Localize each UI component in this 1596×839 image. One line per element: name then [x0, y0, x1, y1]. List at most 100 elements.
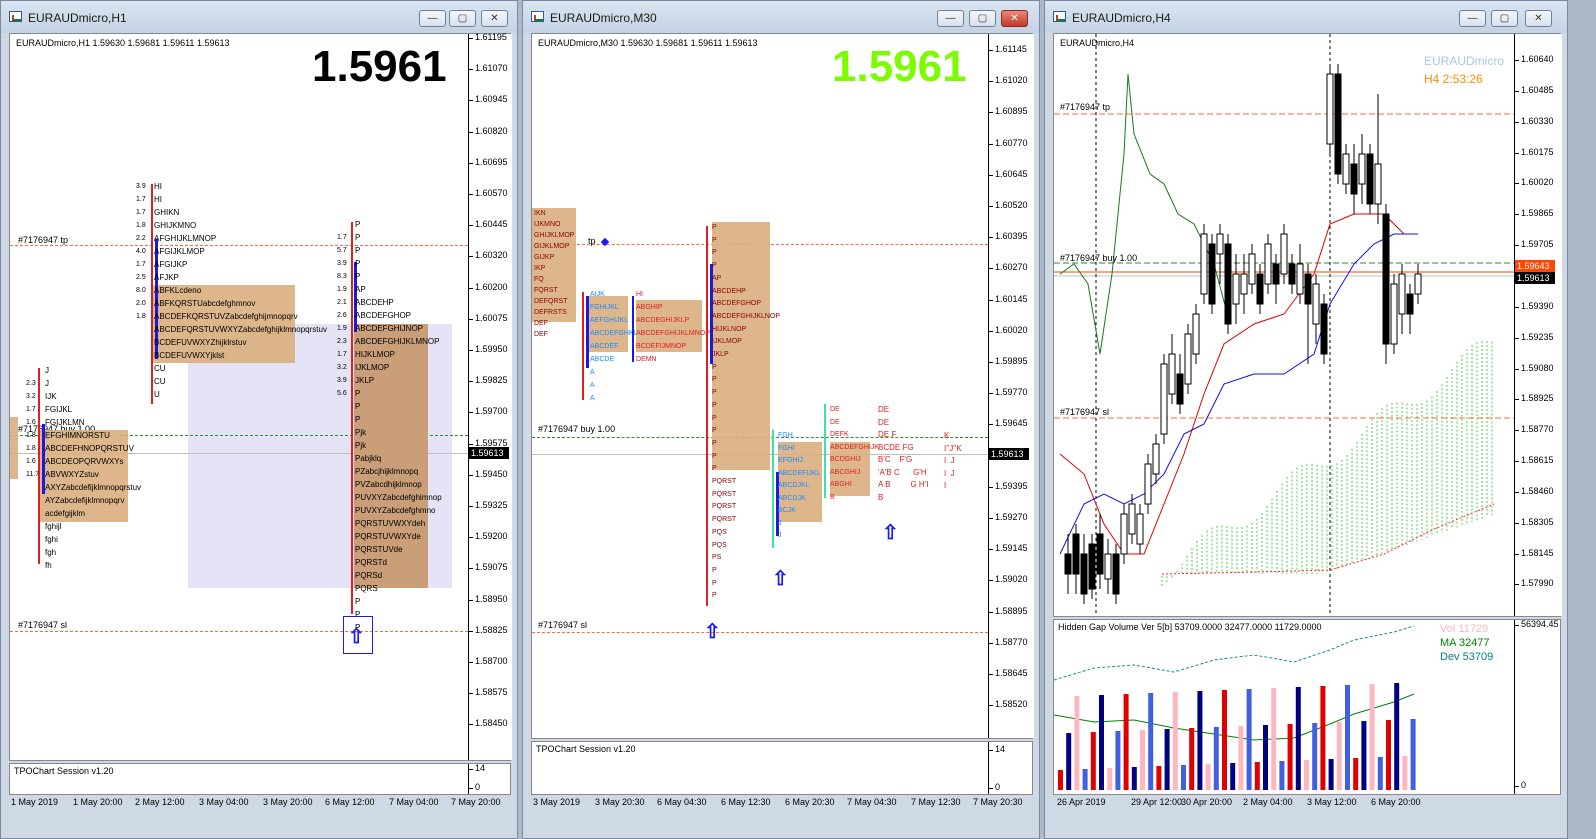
tpo-row: GHIJKMNO	[154, 221, 197, 230]
tpo-row: fh	[45, 561, 52, 570]
time-tick: 2 May 04:00	[1243, 797, 1293, 807]
minimize-button[interactable]: —	[1459, 10, 1486, 27]
tpo-profile-mid: HI HI GHIKN GHIJKMNO AFGHIJKLMNOP AFGIJKLMOP A…	[154, 180, 327, 401]
sl-line[interactable]	[10, 631, 468, 632]
tpo-session-subwindow[interactable]: TPOChart Session v1.20 14 0	[531, 741, 1033, 795]
tpo-row: 1.6	[26, 458, 36, 465]
tpo-row: 2.5	[136, 274, 146, 281]
close-button[interactable]: ✕	[1525, 10, 1552, 27]
volume-subwindow[interactable]: Hidden Gap Volume Ver 5[b] 53709.0000 32…	[1053, 619, 1561, 795]
selection-rect[interactable]	[343, 616, 373, 654]
price-tick: 1.61020	[989, 75, 1028, 86]
volume-bar	[1361, 721, 1367, 790]
chart-window-m30[interactable]: EURAUDmicro,M30 — ▢ ✕ EURAUDmicro,M30 1.…	[522, 0, 1040, 839]
price-tick: 1.60020	[989, 324, 1028, 335]
time-tick: 3 May 2019	[533, 797, 581, 807]
price-tick: 1.60770	[989, 137, 1028, 148]
maximize-button[interactable]: ▢	[969, 10, 996, 27]
volume-bar	[1238, 726, 1244, 790]
tpo-row: J	[778, 532, 782, 539]
tpo-row: DEF	[534, 331, 548, 338]
tpo-row: AFGHIJKLMNOP	[154, 234, 217, 243]
tpo-numbers-mid: 3.9 1.7 1.7 1.8 2.2 4.0 1.7 2.5 8.0 2.0 1.8	[136, 180, 146, 323]
time-axis[interactable]: 26 Apr 2019 29 Apr 12:00 30 Apr 20:00 2 May…	[1053, 797, 1561, 809]
volume-bar	[1222, 690, 1227, 790]
candle-body	[1192, 313, 1200, 355]
tpo-va-bar	[354, 262, 357, 332]
price-axis[interactable]: 1.60640 1.60485 1.60330 1.60175 1.60020 1.598…	[1514, 34, 1562, 616]
tpo-row: P	[355, 610, 361, 619]
indicator-label: TPOChart Session v1.20	[14, 766, 114, 776]
bid-line	[10, 453, 468, 454]
volume-bar	[1213, 727, 1219, 790]
price-tick: 1.59575	[469, 437, 508, 448]
tpo-row: 3.9	[337, 377, 347, 384]
up-arrow-icon: ⇧	[882, 522, 899, 544]
price-chart[interactable]: EURAUDmicro,H1 1.59630 1.59681 1.59611 1…	[9, 32, 512, 761]
sl-label: #7176947 sl	[1060, 407, 1110, 417]
tpo-row: CU	[154, 377, 166, 386]
buy-line[interactable]	[10, 435, 468, 436]
volume-bar	[1345, 685, 1350, 790]
tpo-row: EFGHIMNORSTU	[45, 431, 110, 440]
maximize-button[interactable]: ▢	[1491, 10, 1518, 27]
tpo-row: ABCDEFKQRSTUVZabcdefghijmnopqrv	[154, 312, 298, 321]
price-axis[interactable]: 1.61145 1.61020 1.60895 1.60770 1.60645 1.605…	[988, 34, 1034, 738]
time-tick: 6 May 12:00	[325, 797, 375, 807]
maximize-button[interactable]: ▢	[449, 10, 476, 27]
price-tick: 1.60570	[469, 188, 508, 198]
tp-line[interactable]	[10, 245, 468, 246]
tpo-row: BCDEFIJMNOP	[636, 343, 687, 350]
price-chart[interactable]: EURAUDmicro,H4 EURAUDmicro H4 2:53:26 #7…	[1053, 33, 1562, 617]
tpo-row: J	[45, 366, 49, 375]
sl-line[interactable]	[532, 632, 988, 633]
chart-window-h1[interactable]: EURAUDmicro,H1 — ▢ ✕ EURAUDmicro,H1 1.59…	[0, 0, 518, 839]
tpo-row: ABCDEFGHKL	[590, 330, 638, 337]
close-button[interactable]: ✕	[1001, 10, 1028, 27]
tpo-profile: HI ABGHIP ABCDEGHIJKLP ABCDEFGHIJKLMNOP BCDE…	[636, 288, 710, 366]
tpo-row: ABCDEHP	[712, 287, 746, 295]
candle-body	[1366, 153, 1374, 205]
time-axis[interactable]: 3 May 2019 3 May 20:30 6 May 04:30 6 May 12…	[531, 797, 1033, 809]
minimize-button[interactable]: —	[937, 10, 964, 27]
volume-bar	[1131, 767, 1137, 790]
title-bar[interactable]: EURAUDmicro,H4 — ▢ ✕	[1045, 1, 1567, 33]
tpo-row: I J	[944, 468, 955, 478]
time-axis[interactable]: 1 May 2019 1 May 20:00 2 May 12:00 3 May 04…	[9, 797, 511, 809]
volume-bar	[1107, 768, 1113, 790]
price-chart[interactable]: EURAUDmicro,M30 1.59630 1.59681 1.59611 …	[531, 33, 1034, 739]
tpo-row: DEFQRST	[534, 298, 568, 305]
tpo-row: ABCDEF	[590, 343, 619, 350]
tpo-row: 1.7	[26, 406, 36, 413]
tpo-profile: K I''J''K I J I J I	[944, 430, 962, 493]
tpo-value-box	[712, 222, 770, 470]
price-tick: 1.58450	[469, 718, 508, 729]
chart-window-icon	[531, 11, 544, 22]
legend-entry: Dev 53709	[1440, 651, 1494, 663]
tpo-row: FGIJKLMN	[45, 418, 85, 427]
title-bar[interactable]: EURAUDmicro,M30 — ▢ ✕	[523, 1, 1039, 33]
tpo-row: 1.7	[136, 209, 146, 216]
candle-body	[1184, 333, 1192, 385]
minimize-button[interactable]: —	[419, 10, 446, 27]
candlestick-plot[interactable]	[1054, 34, 1516, 616]
candle-body	[1144, 463, 1152, 505]
tp-label: tp	[588, 236, 596, 246]
close-button[interactable]: ✕	[481, 10, 508, 27]
time-tick: 3 May 12:00	[1307, 797, 1357, 807]
tpo-session-subwindow[interactable]: TPOChart Session v1.20 14 0	[9, 763, 511, 795]
chart-window-h4[interactable]: EURAUDmicro,H4 — ▢ ✕ EURAUDmicro,H4 EURA…	[1044, 0, 1568, 839]
price-tick: 1.58770	[1515, 424, 1554, 435]
tpo-row: GIJKLMOP	[534, 243, 570, 250]
price-axis[interactable]: 1.61195 1.61070 1.60945 1.60820 1.60695 1.605…	[468, 32, 512, 760]
tpo-va-bar	[42, 424, 45, 494]
tpo-row: PQS	[712, 528, 727, 536]
tpo-row: PZabcjhijklmnopq	[355, 467, 419, 476]
tpo-row: GHIJKLMOP	[534, 232, 575, 239]
tpo-row: DE F	[878, 430, 897, 439]
tpo-row: 1.7	[337, 234, 347, 241]
tpo-row: IJKMNO	[534, 221, 561, 228]
volume-bar	[1369, 684, 1375, 790]
candle-body	[1232, 273, 1240, 305]
title-bar[interactable]: EURAUDmicro,H1 — ▢ ✕	[1, 1, 517, 33]
